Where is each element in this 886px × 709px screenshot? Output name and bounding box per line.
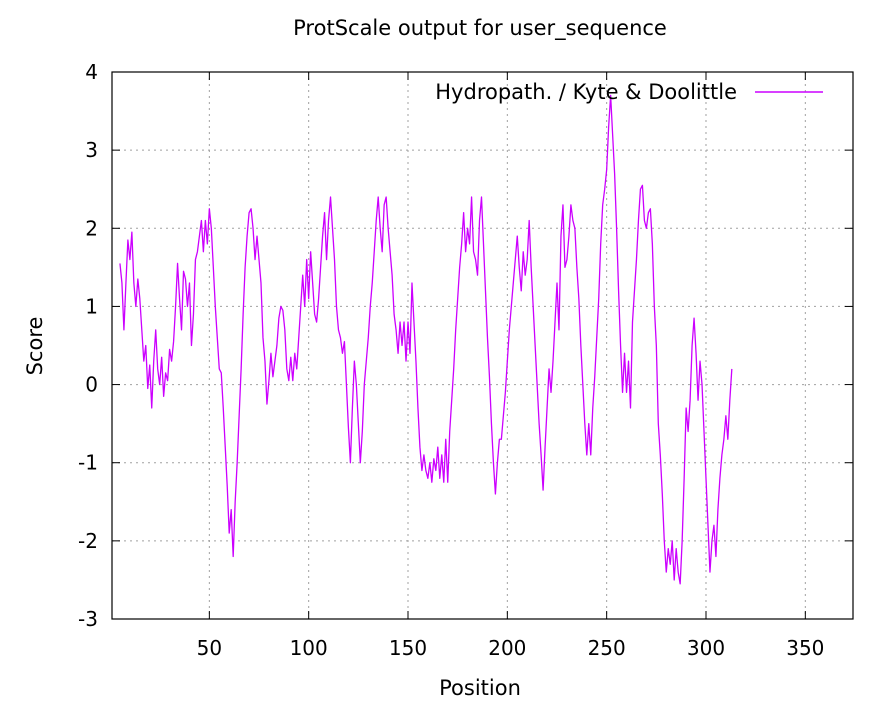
series-line xyxy=(119,94,733,585)
y-tick-label: 0 xyxy=(85,373,98,397)
y-tick-label: -2 xyxy=(78,529,98,553)
y-tick-label: 4 xyxy=(85,60,98,84)
axis-ticks xyxy=(112,71,853,620)
x-axis-title: Position xyxy=(439,676,521,700)
y-tick-label: 3 xyxy=(85,138,98,162)
x-tick-label: 350 xyxy=(786,636,824,660)
y-tick-label: -3 xyxy=(78,607,98,631)
legend-label: Hydropath. / Kyte & Doolittle xyxy=(435,80,737,104)
x-tick-label: 250 xyxy=(588,636,626,660)
y-axis-title: Score xyxy=(23,317,47,376)
y-tick-label: 1 xyxy=(85,294,98,318)
x-tick-label: 200 xyxy=(488,636,526,660)
x-tick-label: 300 xyxy=(687,636,725,660)
grid-lines xyxy=(112,72,853,619)
y-tick-label: 2 xyxy=(85,216,98,240)
legend: Hydropath. / Kyte & Doolittle xyxy=(435,80,823,104)
x-tick-label: 150 xyxy=(389,636,427,660)
plot-frame xyxy=(111,71,854,620)
x-tick-label: 100 xyxy=(290,636,328,660)
tick-labels: 50 100 150 200 250 300 350 -3 -2 -1 0 1 2 3 4 xyxy=(78,60,824,660)
chart-title: ProtScale output for user_sequence xyxy=(293,16,667,41)
x-tick-label: 50 xyxy=(197,636,222,660)
y-tick-label: -1 xyxy=(78,451,98,475)
series-layer xyxy=(119,94,733,585)
